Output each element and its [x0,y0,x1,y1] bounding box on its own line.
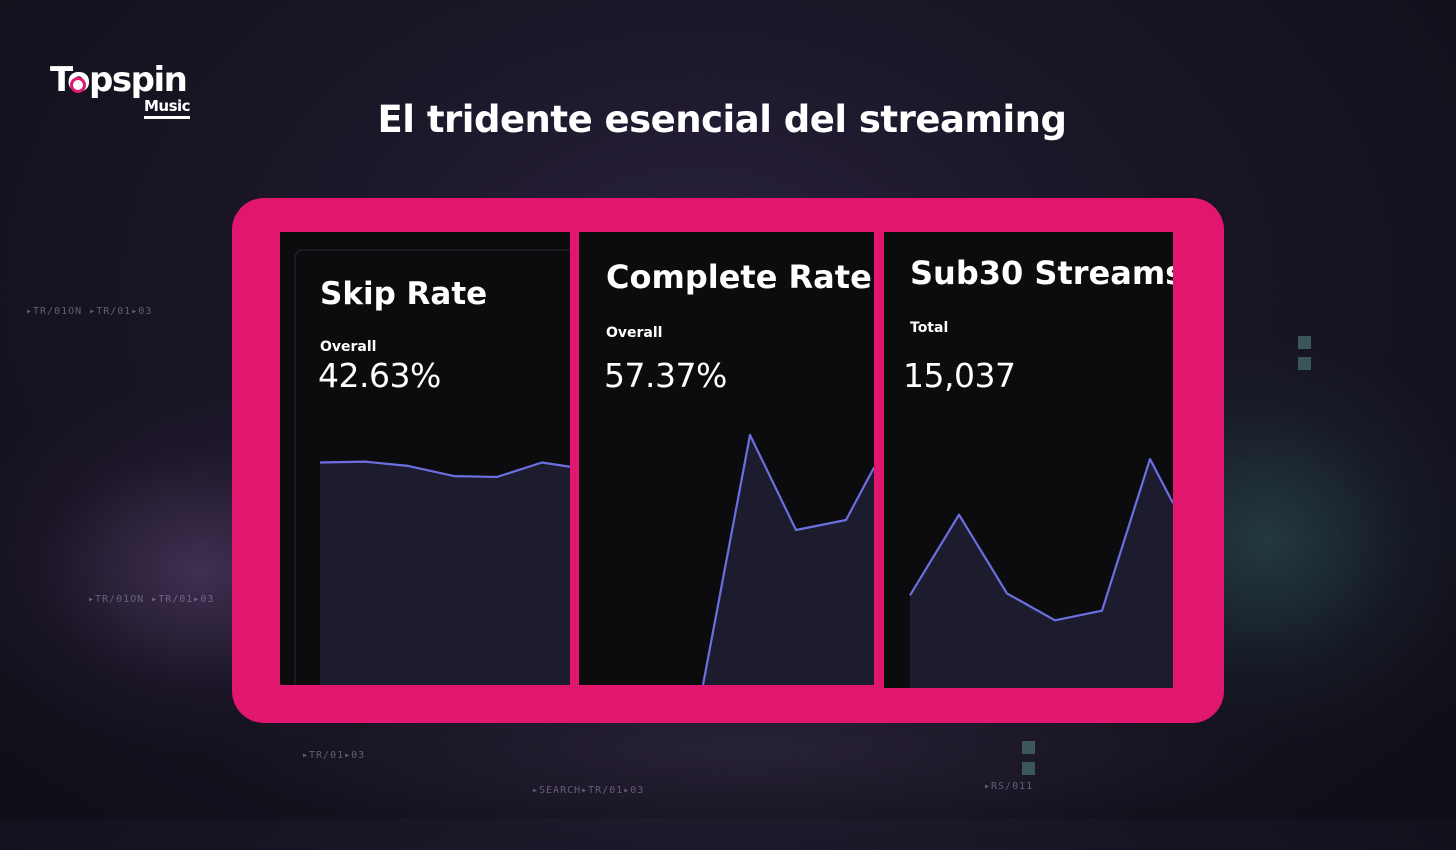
sub30-streams-panel: Sub30 Streams Total 15,037 [884,232,1173,688]
metric-value: 42.63% [318,356,441,395]
decoration-square [1298,336,1311,349]
complete-rate-chart [579,232,874,685]
logo-vinyl-icon [70,77,86,93]
series-area [703,435,874,685]
decoration-code: ▸TR/01ON ▸TR/01▸03 [88,594,214,605]
metric-value: 15,037 [903,356,1015,395]
panel-title: Skip Rate [320,276,487,312]
series-area [320,462,570,685]
logo-subtitle: Music [144,98,190,119]
decoration-code: ▸RS/011 [984,781,1033,792]
topspin-logo: Topspin Music [50,60,200,132]
sub30-streams-chart [884,232,1173,688]
skip-rate-panel: Skip Rate Overall 42.63% [280,232,570,685]
decoration-square [1022,762,1035,775]
metric-label: Overall [606,325,662,341]
panel-title: Complete Rate [606,258,872,296]
metric-label: Total [910,320,948,336]
decoration-square [1022,741,1035,754]
page-title: El tridente esencial del streaming [300,98,1144,141]
series-area [910,459,1173,688]
panel-title: Sub30 Streams [910,254,1173,292]
decoration-square [1298,357,1311,370]
metric-label: Overall [320,339,376,355]
complete-rate-panel: Complete Rate Overall 57.37% [579,232,874,685]
decoration-code: ▸SEARCH▸TR/01▸03 [532,785,644,796]
metric-value: 57.37% [604,356,727,395]
decoration-code: ▸TR/01ON ▸TR/01▸03 [26,306,152,317]
decoration-code: ▸TR/01▸03 [302,750,365,761]
